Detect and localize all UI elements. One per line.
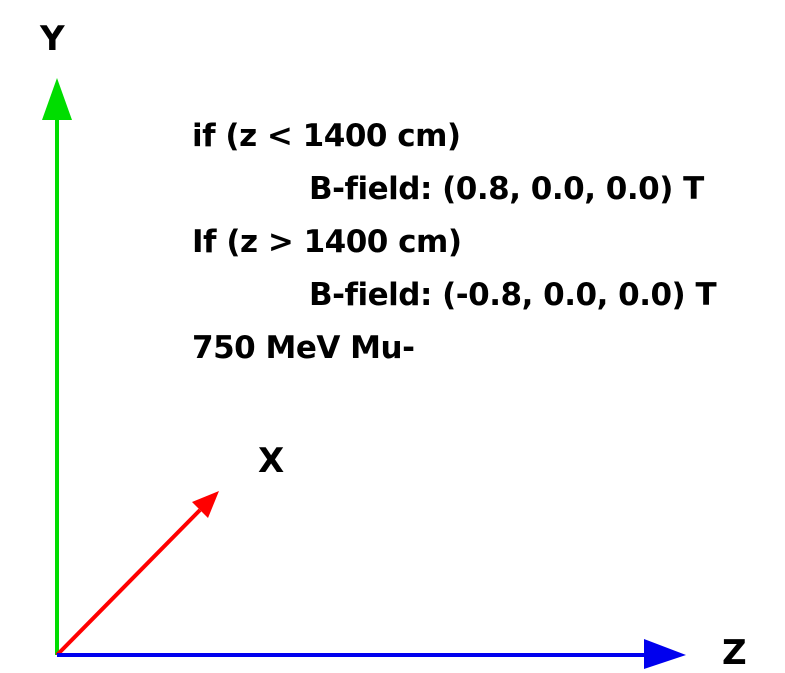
z-axis-label: Z [722, 633, 747, 673]
particle-description-text: 750 MeV Mu- [192, 330, 415, 366]
b-field-negative-text: B-field: (-0.8, 0.0, 0.0) T [309, 277, 717, 313]
condition-below-text: if (z < 1400 cm) [192, 118, 461, 154]
field-conditions-annotation: if (z < 1400 cm) B-field: (0.8, 0.0, 0.0… [192, 110, 717, 375]
b-field-positive-text: B-field: (0.8, 0.0, 0.0) T [309, 171, 704, 207]
y-axis-arrowhead [42, 78, 72, 120]
y-axis-label: Y [40, 19, 65, 59]
x-axis-label: X [258, 441, 285, 481]
z-axis-arrowhead [644, 639, 686, 669]
condition-above-text: If (z > 1400 cm) [192, 224, 462, 260]
x-axis-line [55, 508, 202, 657]
x-axis-arrowhead [192, 491, 219, 518]
